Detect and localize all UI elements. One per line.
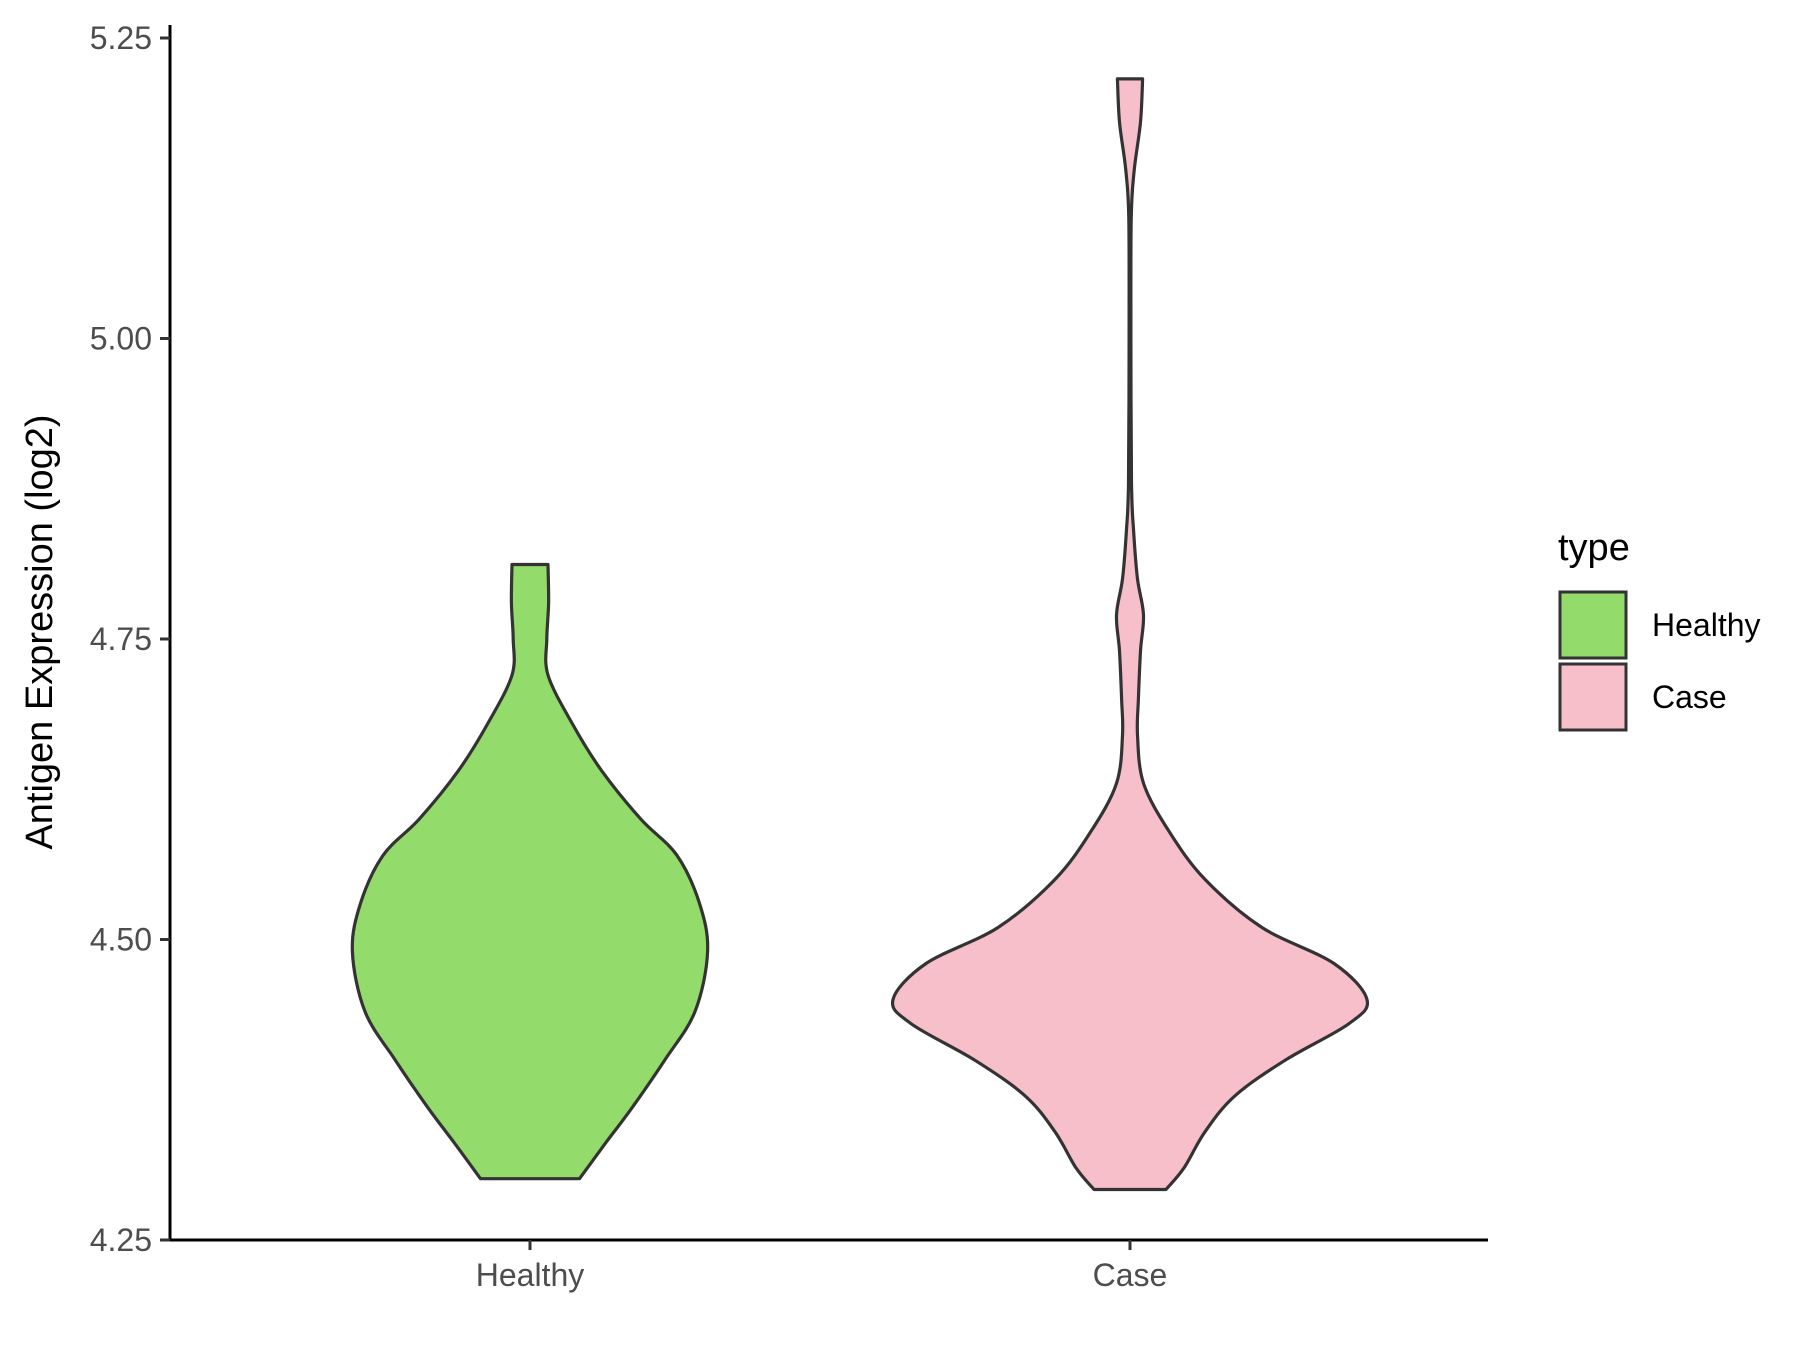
- legend-swatch-case: [1558, 662, 1628, 732]
- legend-label-healthy: Healthy: [1652, 607, 1761, 643]
- violin-layer: [350, 77, 1370, 1192]
- x-ticks: Healthy Case: [476, 1240, 1168, 1293]
- y-axis-title: Antigen Expression (log2): [19, 414, 61, 849]
- legend-items: Healthy Case: [1558, 590, 1761, 732]
- legend-title: type: [1558, 527, 1630, 569]
- axes: 4.25 4.50 4.75 5.00 5.25 Healthy Case: [90, 20, 1488, 1293]
- legend-label-case: Case: [1652, 679, 1727, 715]
- violin-healthy: [350, 562, 710, 1181]
- legend-swatch-healthy: [1558, 590, 1628, 660]
- legend: type Healthy Case: [1558, 527, 1761, 732]
- y-tick-label: 4.25: [90, 1222, 152, 1258]
- x-tick-label: Case: [1093, 1257, 1168, 1293]
- violin-case: [890, 77, 1370, 1192]
- y-tick-label: 5.25: [90, 20, 152, 56]
- y-ticks: 4.25 4.50 4.75 5.00 5.25: [90, 20, 170, 1258]
- x-tick-label: Healthy: [476, 1257, 585, 1293]
- y-tick-label: 4.50: [90, 922, 152, 958]
- y-tick-label: 5.00: [90, 321, 152, 357]
- y-tick-label: 4.75: [90, 621, 152, 657]
